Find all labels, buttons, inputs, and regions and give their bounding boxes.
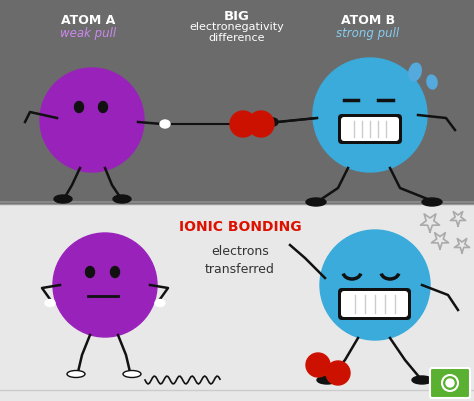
Text: weak pull: weak pull bbox=[60, 27, 116, 40]
Circle shape bbox=[446, 379, 454, 387]
Ellipse shape bbox=[422, 198, 442, 206]
Text: difference: difference bbox=[209, 33, 265, 43]
Ellipse shape bbox=[123, 371, 141, 377]
Text: electronegativity: electronegativity bbox=[190, 22, 284, 32]
Ellipse shape bbox=[99, 101, 108, 113]
Circle shape bbox=[306, 353, 330, 377]
Ellipse shape bbox=[427, 75, 437, 89]
Circle shape bbox=[230, 111, 256, 137]
Ellipse shape bbox=[113, 195, 131, 203]
FancyBboxPatch shape bbox=[338, 288, 411, 320]
Ellipse shape bbox=[160, 120, 170, 128]
Ellipse shape bbox=[54, 195, 72, 203]
Ellipse shape bbox=[306, 198, 326, 206]
FancyBboxPatch shape bbox=[338, 114, 402, 144]
Text: BIG: BIG bbox=[224, 10, 250, 23]
Text: strong pull: strong pull bbox=[337, 27, 400, 40]
Ellipse shape bbox=[45, 300, 55, 306]
Ellipse shape bbox=[409, 63, 421, 81]
Text: IONIC BONDING: IONIC BONDING bbox=[179, 220, 301, 234]
Ellipse shape bbox=[155, 300, 165, 306]
Text: electrons
transferred: electrons transferred bbox=[205, 245, 275, 276]
Ellipse shape bbox=[317, 376, 337, 384]
Ellipse shape bbox=[268, 118, 278, 126]
Circle shape bbox=[53, 233, 157, 337]
Text: ATOM A: ATOM A bbox=[61, 14, 115, 27]
Ellipse shape bbox=[412, 376, 432, 384]
FancyBboxPatch shape bbox=[341, 291, 408, 317]
Bar bbox=[0, 205, 474, 401]
Circle shape bbox=[326, 361, 350, 385]
Bar bbox=[0, 0, 474, 205]
Ellipse shape bbox=[110, 267, 119, 277]
FancyBboxPatch shape bbox=[341, 117, 399, 141]
Ellipse shape bbox=[85, 267, 94, 277]
Text: ATOM B: ATOM B bbox=[341, 14, 395, 27]
FancyBboxPatch shape bbox=[430, 368, 470, 398]
Ellipse shape bbox=[67, 371, 85, 377]
Circle shape bbox=[320, 230, 430, 340]
Circle shape bbox=[248, 111, 274, 137]
Circle shape bbox=[313, 58, 427, 172]
Ellipse shape bbox=[74, 101, 83, 113]
Circle shape bbox=[40, 68, 144, 172]
